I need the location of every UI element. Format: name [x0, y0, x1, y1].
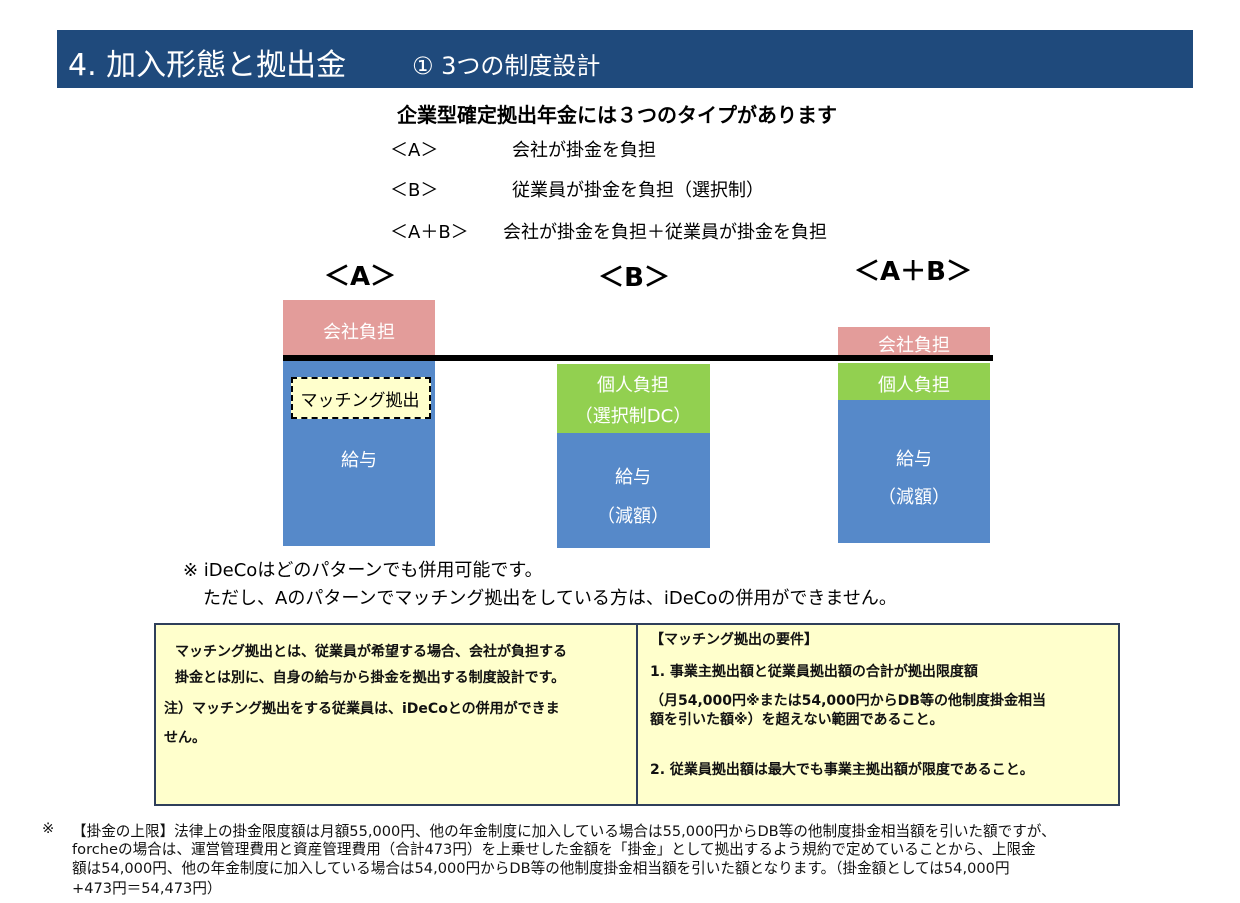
footnote-line: 額は54,000円、他の年金制度に加入している場合は54,000円からDB等の他… — [72, 860, 1010, 877]
footnote-line: forcheの場合は、運営管理費用と資産管理費用（合計473円）を上乗せした金額… — [72, 841, 1036, 858]
block-text: 会社負担 — [323, 322, 395, 343]
box-text: 注）マッチング拠出をする従業員は、iDeCoとの併用ができま — [164, 701, 560, 717]
footnote-line: +473円＝54,473円） — [72, 880, 222, 897]
block-text: 給与 — [341, 450, 377, 471]
box-text: 1. 事業主拠出額と従業員拠出額の合計が拠出限度額 — [650, 664, 978, 680]
company-block — [283, 300, 435, 358]
salary-block — [838, 400, 990, 543]
block-text: 給与 — [615, 467, 651, 488]
box-text: 掛金とは別に、自身の給与から掛金を拠出する制度設計です。 — [175, 670, 566, 686]
footnote-line: 【掛金の上限】法律上の掛金限度額は月額55,000円、他の年金制度に加入している… — [72, 823, 1056, 840]
block-text: （減額） — [597, 506, 669, 527]
box-heading: 【マッチング拠出の要件】 — [650, 632, 818, 648]
type-description: 従業員が掛金を負担（選択制） — [512, 180, 764, 201]
block-text: 個人負担 — [878, 375, 950, 396]
column-label: ＜A＞ — [323, 262, 397, 292]
footnote-mark: ※ — [42, 820, 55, 837]
column-label: ＜B＞ — [598, 263, 670, 293]
note: ただし、Aのパターンでマッチング拠出をしている方は、iDeCoの併用ができません… — [203, 588, 897, 609]
intro-heading: 企業型確定拠出年金には３つのタイプがあります — [397, 103, 837, 127]
type-label: ＜B＞ — [390, 180, 439, 201]
matching-box — [291, 377, 431, 419]
box-text: せん。 — [164, 730, 206, 746]
salary-block — [557, 433, 710, 548]
box-text: 2. 従業員拠出額は最大でも事業主拠出額が限度であること。 — [650, 762, 1034, 778]
block-text: （選択制DC） — [574, 406, 692, 427]
personal-block — [838, 363, 990, 400]
block-text: 個人負担 — [597, 375, 669, 396]
type-description: 会社が掛金を負担 — [512, 140, 656, 161]
header-subtitle: ① 3つの制度設計 — [412, 52, 601, 80]
box-text: 額を引いた額※）を超えない範囲であること。 — [650, 712, 944, 728]
type-label: ＜A＋B＞ — [390, 222, 469, 243]
header-title: 4. 加入形態と拠出金 — [68, 48, 347, 83]
box-divider — [636, 623, 638, 804]
personal-block — [557, 364, 710, 433]
company-block — [838, 327, 990, 355]
box-text: マッチング拠出とは、従業員が希望する場合、会社が負担する — [175, 644, 567, 660]
note: ※ iDeCoはどのパターンでも併用可能です。 — [183, 560, 543, 581]
header-bar — [57, 30, 1193, 88]
column-label: ＜A＋B＞ — [854, 257, 972, 287]
type-description: 会社が掛金を負担＋従業員が掛金を負担 — [503, 222, 827, 243]
block-text: （減額） — [878, 487, 950, 508]
baseline — [283, 355, 993, 361]
block-text: マッチング拠出 — [300, 391, 420, 411]
box-text: （月54,000円※または54,000円からDB等の他制度掛金相当 — [650, 693, 1046, 709]
block-text: 会社負担 — [878, 335, 950, 356]
block-text: 給与 — [896, 449, 932, 470]
type-label: ＜A＞ — [390, 140, 439, 161]
